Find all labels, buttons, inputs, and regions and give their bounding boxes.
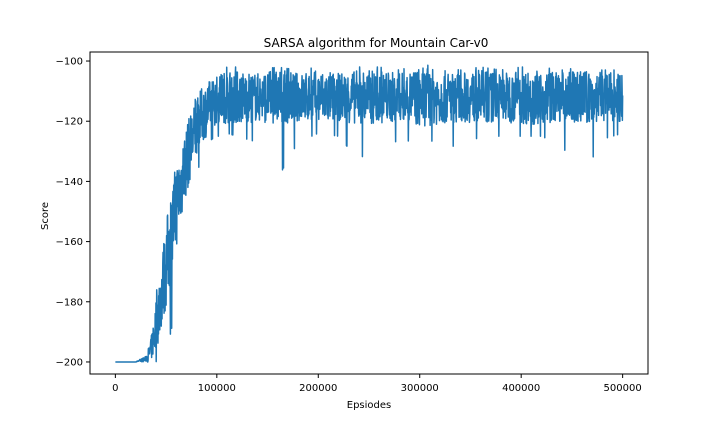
y-tick-label: −120: [56, 117, 83, 128]
y-axis: −200 −180 −160 −140 −120 −100: [56, 57, 90, 368]
x-tick-label: 200000: [299, 383, 337, 394]
y-axis-label: Score: [40, 202, 51, 230]
y-tick-label: −100: [56, 57, 83, 68]
x-tick-label: 500000: [604, 383, 642, 394]
y-tick-label: −140: [56, 177, 83, 188]
x-axis-label: Epsiodes: [347, 400, 391, 411]
x-tick-label: 100000: [198, 383, 236, 394]
y-tick-label: −180: [56, 297, 83, 308]
x-tick-label: 300000: [401, 383, 439, 394]
y-tick-label: −160: [56, 237, 83, 248]
plot-frame: [89, 51, 649, 375]
x-tick-label: 400000: [502, 383, 540, 394]
series-line-score: [114, 64, 624, 363]
chart-title: SARSA algorithm for Mountain Car-v0: [264, 36, 489, 50]
x-tick-label: 0: [112, 383, 118, 394]
x-axis: 0 100000 200000 300000 400000 500000: [112, 374, 642, 394]
plot-area: [114, 64, 624, 363]
y-tick-label: −200: [56, 357, 83, 368]
